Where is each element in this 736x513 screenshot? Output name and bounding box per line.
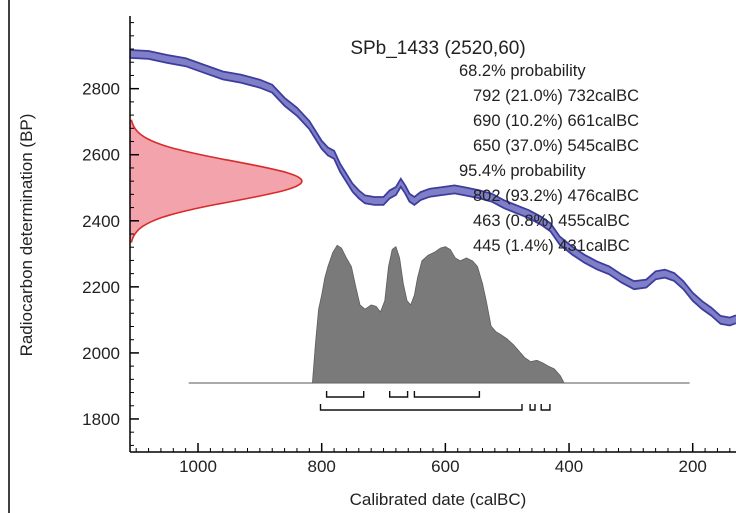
chart-title: SPb_1433 (2520,60): [350, 38, 525, 59]
axis-ticks: 1000 800 600 400 200 1800 2000 2200 2400 2600 2800: [82, 22, 731, 476]
range-bracket-68-1: [389, 391, 409, 398]
y-tick-label-3: 2400: [82, 212, 120, 231]
data-layer: [129, 49, 736, 411]
range-bracket-95-2: [540, 404, 551, 411]
x-axis-title: Calibrated date (calBC): [350, 490, 527, 509]
y-tick-label-0: 1800: [82, 410, 120, 429]
probability-range-1-2: 445 (1.4%) 431calBC: [473, 237, 630, 255]
x-tick-label-3: 400: [555, 457, 583, 476]
range-bracket-68-0: [325, 391, 365, 398]
probability-header-0: 68.2% probability: [459, 62, 586, 80]
probability-range-0-0: 792 (21.0%) 732calBC: [473, 87, 639, 105]
probability-header-1: 95.4% probability: [459, 162, 586, 180]
y-tick-label-5: 2800: [82, 80, 120, 99]
range-bracket-68-2: [413, 391, 481, 398]
x-tick-label-2: 600: [431, 457, 459, 476]
calibration-curve-lower: [129, 57, 736, 327]
probability-range-0-2: 650 (37.0%) 545calBC: [473, 137, 639, 155]
calibration-curve-upper: [129, 49, 736, 319]
y-axis-title: Radiocarbon determination (BP): [17, 114, 36, 357]
probability-range-1-1: 463 (0.8%) 455calBC: [473, 212, 630, 230]
x-tick-label-1: 800: [308, 457, 336, 476]
calibrated-distribution: [311, 244, 565, 384]
y-tick-label-2: 2200: [82, 278, 120, 297]
x-tick-label-4: 200: [679, 457, 707, 476]
radiocarbon-distribution-line: [130, 119, 303, 243]
y-tick-label-1: 2000: [82, 344, 120, 363]
y-tick-label-4: 2600: [82, 146, 120, 165]
calibration-curve-band: [130, 50, 736, 326]
probability-range-1-0: 802 (93.2%) 476calBC: [473, 187, 639, 205]
range-bracket-95-0: [319, 404, 523, 411]
probability-text: 68.2% probability 792 (21.0%) 732calBC 690…: [459, 62, 639, 255]
radiocarbon-distribution-fill: [130, 119, 302, 243]
range-bracket-95-1: [529, 404, 536, 411]
x-tick-label-0: 1000: [179, 457, 217, 476]
probability-range-0-1: 690 (10.2%) 661calBC: [473, 112, 639, 130]
